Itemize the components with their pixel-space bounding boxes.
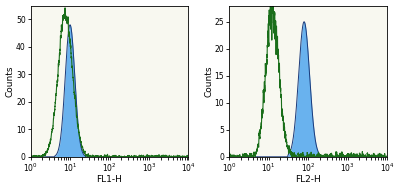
Y-axis label: Counts: Counts bbox=[6, 65, 14, 97]
Y-axis label: Counts: Counts bbox=[204, 65, 213, 97]
X-axis label: FL1-H: FL1-H bbox=[96, 175, 122, 184]
X-axis label: FL2-H: FL2-H bbox=[295, 175, 321, 184]
